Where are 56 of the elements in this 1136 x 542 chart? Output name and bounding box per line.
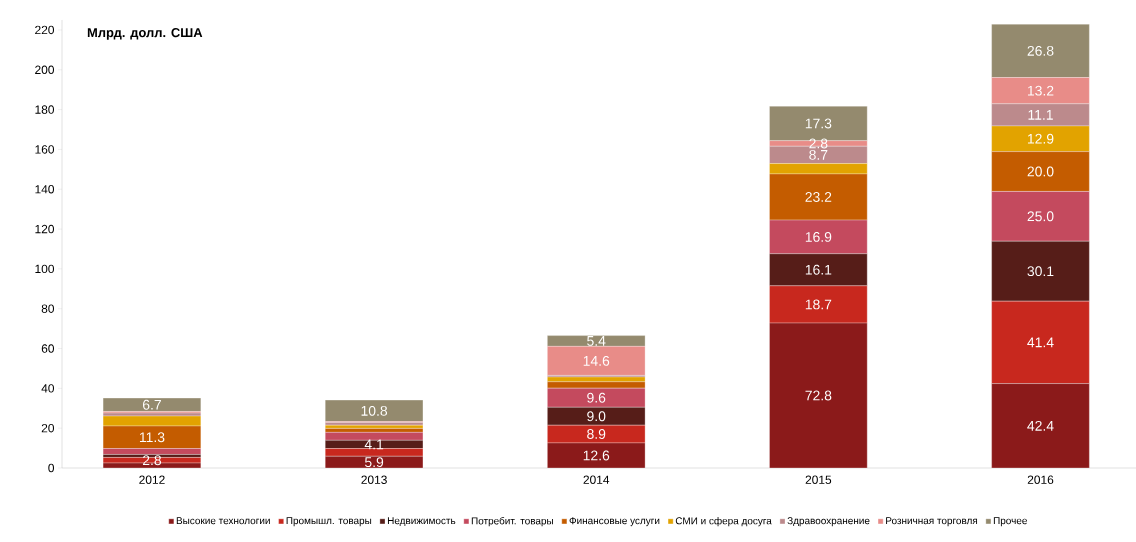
x-tick-label: 2012 bbox=[139, 475, 165, 484]
x-tick-label: 2016 bbox=[1027, 475, 1054, 484]
legend-label: Розничная торговля bbox=[886, 517, 978, 527]
data-label: 17.3 bbox=[805, 118, 832, 129]
legend-label: Здравоохранение bbox=[787, 517, 870, 527]
data-label: 11.1 bbox=[1028, 110, 1053, 120]
legend-label: Прочее bbox=[993, 517, 1027, 527]
data-label: 42.4 bbox=[1027, 420, 1054, 431]
legend-label: Недвижимость bbox=[387, 517, 456, 527]
legend-label: Высокие технологии bbox=[176, 517, 270, 525]
data-label: 26.8 bbox=[1027, 45, 1054, 56]
data-label: 5.9 bbox=[364, 457, 384, 468]
y-tick-label: 180 bbox=[35, 105, 55, 114]
y-tick-label: 160 bbox=[35, 145, 55, 154]
data-label: 10.8 bbox=[361, 405, 388, 416]
data-label: 25.0 bbox=[1027, 211, 1054, 222]
data-label: 8.9 bbox=[587, 429, 606, 439]
data-label: 16.9 bbox=[805, 231, 832, 242]
data-label: 20.0 bbox=[1027, 166, 1054, 177]
data-label: 16.1 bbox=[805, 264, 832, 275]
data-label: 18.7 bbox=[805, 299, 832, 310]
y-tick-label: 100 bbox=[35, 264, 55, 274]
data-label: 2.8 bbox=[142, 455, 162, 466]
text: Млрд. долл. США bbox=[87, 27, 203, 40]
legend-label: Финансовые услуги bbox=[569, 517, 660, 527]
data-label: 2.8 bbox=[809, 138, 828, 149]
data-label: 6.7 bbox=[142, 399, 161, 410]
x-tick-label: 2015 bbox=[805, 475, 832, 484]
data-label: 13.2 bbox=[1027, 85, 1054, 96]
data-label: 30.1 bbox=[1027, 266, 1054, 277]
data-label: 23.2 bbox=[805, 192, 832, 202]
y-tick-label: 40 bbox=[41, 384, 55, 393]
data-label: 72.8 bbox=[805, 390, 832, 401]
y-tick-label: 120 bbox=[35, 224, 55, 234]
data-label: 4.1 bbox=[364, 439, 384, 450]
y-tick-label: 80 bbox=[41, 304, 55, 313]
data-label: 41.4 bbox=[1027, 337, 1054, 348]
legend-label: СМИ и сфера досуга bbox=[675, 517, 772, 527]
data-label: 14.6 bbox=[583, 355, 610, 366]
data-label: 5.4 bbox=[587, 336, 606, 346]
legend-label: Промышл. товары bbox=[286, 517, 372, 527]
y-tick-label: 200 bbox=[35, 65, 55, 74]
data-label: 8.7 bbox=[809, 149, 828, 160]
data-label: 11.3 bbox=[139, 432, 165, 443]
data-label: 12.9 bbox=[1027, 133, 1054, 144]
x-tick-label: 2014 bbox=[583, 475, 610, 484]
data-label: 9.0 bbox=[587, 411, 606, 422]
y-tick-label: 220 bbox=[35, 25, 55, 35]
x-tick-label: 2013 bbox=[361, 475, 387, 484]
y-tick-label: 60 bbox=[41, 344, 55, 353]
y-tick-label: 0 bbox=[48, 463, 55, 473]
legend-label: Потребит. товары bbox=[471, 516, 553, 527]
y-tick-label: 140 bbox=[35, 185, 55, 194]
data-label: 12.6 bbox=[583, 450, 610, 461]
y-tick-label: 20 bbox=[41, 423, 55, 433]
data-label: 9.6 bbox=[587, 392, 606, 403]
